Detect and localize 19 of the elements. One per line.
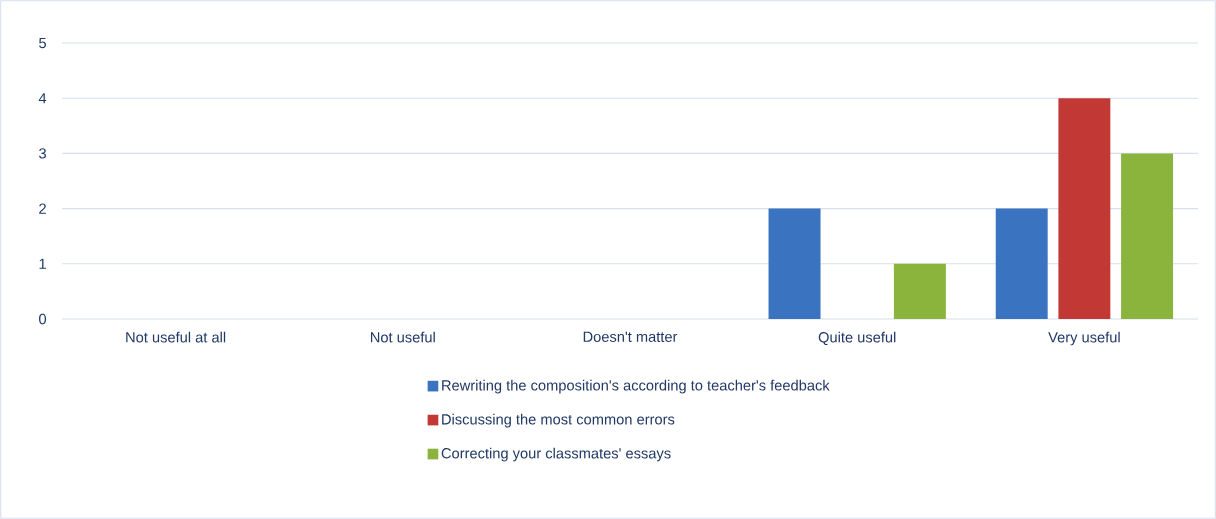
bar: [893, 263, 946, 319]
legend-label: Rewriting the composition's according to teacher's feedback: [442, 379, 830, 394]
y-tick-label: 4: [38, 93, 47, 104]
x-tick-label: Quite useful: [818, 331, 896, 346]
y-tick-label: 3: [39, 148, 46, 159]
x-tick-label: Not useful at all: [126, 331, 226, 343]
y-tick-label: 0: [39, 313, 47, 325]
x-tick-label: Doesn't matter: [583, 331, 678, 342]
y-tick-label: 2: [39, 203, 46, 214]
bar: [995, 208, 1048, 319]
x-tick-label: Not useful: [371, 331, 435, 343]
legend-label: Discussing the most common errors: [442, 413, 675, 428]
bar: [1058, 98, 1111, 319]
bar: [768, 208, 821, 319]
legend-label: Correcting your classmates' essays: [441, 447, 671, 462]
y-tick-label: 5: [39, 37, 46, 49]
x-tick-label: Very useful: [1048, 331, 1120, 346]
bar: [1121, 153, 1174, 319]
y-tick-label: 1: [39, 258, 46, 269]
